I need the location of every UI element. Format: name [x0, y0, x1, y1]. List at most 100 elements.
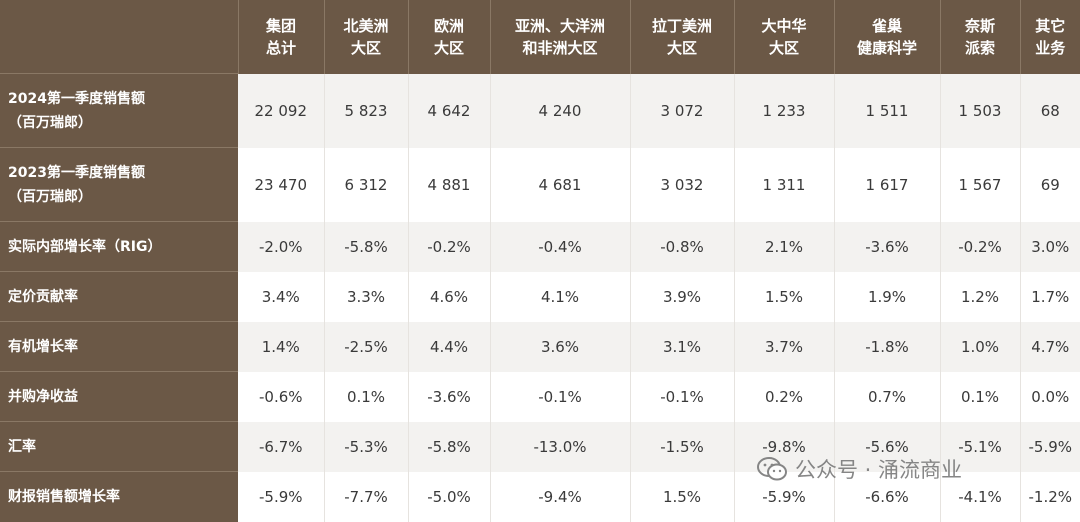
column-header-line: 大中华	[735, 15, 834, 37]
table-cell: 3.0%	[1020, 222, 1080, 272]
table-cell: -5.9%	[238, 472, 324, 522]
table-cell: 1.0%	[940, 322, 1020, 372]
table-cell: -0.6%	[238, 372, 324, 422]
table-cell: 3.4%	[238, 272, 324, 322]
table-cell: 3 032	[630, 148, 734, 222]
table-cell: -0.2%	[940, 222, 1020, 272]
table-cell: 4.7%	[1020, 322, 1080, 372]
column-header-line: 和非洲大区	[491, 37, 630, 59]
table-cell: -5.9%	[1020, 422, 1080, 472]
table-cell: -2.0%	[238, 222, 324, 272]
column-header-line: 派索	[941, 37, 1020, 59]
table-cell: 5 823	[324, 74, 408, 148]
column-header-line: 大区	[735, 37, 834, 59]
table-cell: 0.2%	[734, 372, 834, 422]
row-label: 有机增长率	[0, 322, 238, 372]
column-header-line: 大区	[409, 37, 490, 59]
table-cell: -0.4%	[490, 222, 630, 272]
table-row: 实际内部增长率（RIG）-2.0%-5.8%-0.2%-0.4%-0.8%2.1…	[0, 222, 1080, 272]
table-cell: 1 617	[834, 148, 940, 222]
row-label-line: 定价贡献率	[8, 285, 238, 309]
table-cell: 4 681	[490, 148, 630, 222]
table-cell: -9.8%	[734, 422, 834, 472]
table-cell: -1.2%	[1020, 472, 1080, 522]
table-cell: 3.3%	[324, 272, 408, 322]
column-header: 雀巢健康科学	[834, 0, 940, 74]
table-cell: 2.1%	[734, 222, 834, 272]
table-cell: 23 470	[238, 148, 324, 222]
column-header: 其它业务	[1020, 0, 1080, 74]
table-cell: 22 092	[238, 74, 324, 148]
row-label-line: 并购净收益	[8, 385, 238, 409]
table-cell: 3.9%	[630, 272, 734, 322]
column-header-line: 总计	[239, 37, 324, 59]
table-cell: -7.7%	[324, 472, 408, 522]
column-header: 拉丁美洲大区	[630, 0, 734, 74]
table-cell: -9.4%	[490, 472, 630, 522]
table-cell: 1 567	[940, 148, 1020, 222]
column-header-line: 大区	[325, 37, 408, 59]
table-cell: -0.1%	[490, 372, 630, 422]
row-label: 2024第一季度销售额（百万瑞郎）	[0, 74, 238, 148]
table-cell: -6.6%	[834, 472, 940, 522]
table-cell: 4.4%	[408, 322, 490, 372]
table-cell: -0.2%	[408, 222, 490, 272]
table-cell: 0.0%	[1020, 372, 1080, 422]
row-label: 实际内部增长率（RIG）	[0, 222, 238, 272]
table-cell: 4 881	[408, 148, 490, 222]
table-cell: 0.1%	[324, 372, 408, 422]
table-cell: 4 240	[490, 74, 630, 148]
table-row: 财报销售额增长率-5.9%-7.7%-5.0%-9.4%1.5%-5.9%-6.…	[0, 472, 1080, 522]
table-cell: 3.6%	[490, 322, 630, 372]
table-cell: 1 511	[834, 74, 940, 148]
table-cell: 1.5%	[734, 272, 834, 322]
column-header-line: 健康科学	[835, 37, 940, 59]
row-label: 财报销售额增长率	[0, 472, 238, 522]
column-header-line: 业务	[1021, 37, 1080, 59]
table-cell: -5.1%	[940, 422, 1020, 472]
table-cell: 1.5%	[630, 472, 734, 522]
table-row: 并购净收益-0.6%0.1%-3.6%-0.1%-0.1%0.2%0.7%0.1…	[0, 372, 1080, 422]
column-header-line: 雀巢	[835, 15, 940, 37]
table-cell: 1 503	[940, 74, 1020, 148]
table-cell: 4.1%	[490, 272, 630, 322]
table-cell: -5.3%	[324, 422, 408, 472]
row-label-line: 2024第一季度销售额	[8, 87, 238, 111]
column-header-line: 拉丁美洲	[631, 15, 734, 37]
column-header-line: 亚洲、大洋洲	[491, 15, 630, 37]
row-label: 2023第一季度销售额（百万瑞郎）	[0, 148, 238, 222]
table-cell: -5.6%	[834, 422, 940, 472]
table-cell: 1.7%	[1020, 272, 1080, 322]
table-cell: -6.7%	[238, 422, 324, 472]
row-label-line: 2023第一季度销售额	[8, 161, 238, 185]
table-cell: -1.8%	[834, 322, 940, 372]
column-header: 集团总计	[238, 0, 324, 74]
column-header-line: 北美洲	[325, 15, 408, 37]
table-row: 汇率-6.7%-5.3%-5.8%-13.0%-1.5%-9.8%-5.6%-5…	[0, 422, 1080, 472]
column-header-line: 欧洲	[409, 15, 490, 37]
column-header: 北美洲大区	[324, 0, 408, 74]
column-header-line: 集团	[239, 15, 324, 37]
table-cell: 1 233	[734, 74, 834, 148]
table-cell: -5.0%	[408, 472, 490, 522]
table-cell: -1.5%	[630, 422, 734, 472]
column-header-line: 其它	[1021, 15, 1080, 37]
column-header-line: 奈斯	[941, 15, 1020, 37]
table-cell: 3.7%	[734, 322, 834, 372]
table-cell: -0.8%	[630, 222, 734, 272]
table-cell: -3.6%	[408, 372, 490, 422]
table-cell: -2.5%	[324, 322, 408, 372]
column-header: 奈斯派索	[940, 0, 1020, 74]
table-header-row: 集团总计 北美洲大区 欧洲大区 亚洲、大洋洲和非洲大区 拉丁美洲大区 大中华大区…	[0, 0, 1080, 74]
row-label: 并购净收益	[0, 372, 238, 422]
table-cell: 68	[1020, 74, 1080, 148]
row-label: 汇率	[0, 422, 238, 472]
column-header-line: 大区	[631, 37, 734, 59]
column-header: 亚洲、大洋洲和非洲大区	[490, 0, 630, 74]
table-cell: 69	[1020, 148, 1080, 222]
table-cell: -13.0%	[490, 422, 630, 472]
table-cell: 3.1%	[630, 322, 734, 372]
